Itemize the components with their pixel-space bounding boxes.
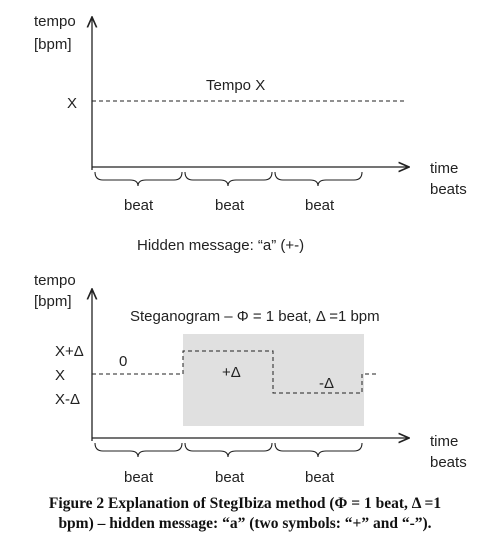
beat-brace <box>274 171 363 187</box>
beat-label: beat <box>305 469 335 486</box>
level-label-x-plus-delta: X+Δ <box>55 343 84 360</box>
caption-line-2: bpm) – hidden message: “a” (two symbols:… <box>58 515 432 532</box>
bottom-y-label-line1: tempo <box>34 272 76 289</box>
bottom-y-label-line2: [bpm] <box>34 293 72 310</box>
beat-brace <box>94 442 183 458</box>
bottom-diagram: tempo [bpm] Steganogram – Φ = 1 beat, Δ … <box>34 272 467 486</box>
beat-brace <box>184 442 273 458</box>
tempo-signal-dashed-line <box>92 350 377 394</box>
top-x-label-line2: beats <box>430 181 467 198</box>
level-label-x-minus-delta: X-Δ <box>55 391 80 408</box>
beat-brace <box>274 442 363 458</box>
beat-label: beat <box>305 197 335 214</box>
steganogram-title: Steganogram – Φ = 1 beat, Δ =1 bpm <box>130 308 380 325</box>
beat-brace <box>94 171 183 187</box>
segment-label-plus-delta: +Δ <box>222 364 241 381</box>
beat-label: beat <box>215 197 245 214</box>
segment-label-minus-delta: -Δ <box>319 375 334 392</box>
hidden-message: Hidden message: “a” (+-) <box>137 237 304 254</box>
beat-label: beat <box>124 197 154 214</box>
segment-label-zero: 0 <box>119 353 127 370</box>
tempo-x-label: Tempo X <box>206 77 265 94</box>
top-x-label-line1: time <box>430 160 458 177</box>
top-y-label-line2: [bpm] <box>34 36 72 53</box>
top-y-label-line1: tempo <box>34 13 76 30</box>
bottom-x-label-line1: time <box>430 433 458 450</box>
top-diagram: tempo [bpm] X Tempo X time beats beat be… <box>34 13 467 214</box>
level-label-x: X <box>55 367 65 384</box>
caption-line-1: Figure 2 Explanation of StegIbiza method… <box>48 495 442 512</box>
bottom-x-label-line2: beats <box>430 454 467 471</box>
beat-label: beat <box>124 469 154 486</box>
beat-label: beat <box>215 469 245 486</box>
beat-brace <box>184 171 273 187</box>
top-level-label-x: X <box>67 95 77 112</box>
figure-caption: Figure 2 Explanation of StegIbiza method… <box>0 494 490 534</box>
